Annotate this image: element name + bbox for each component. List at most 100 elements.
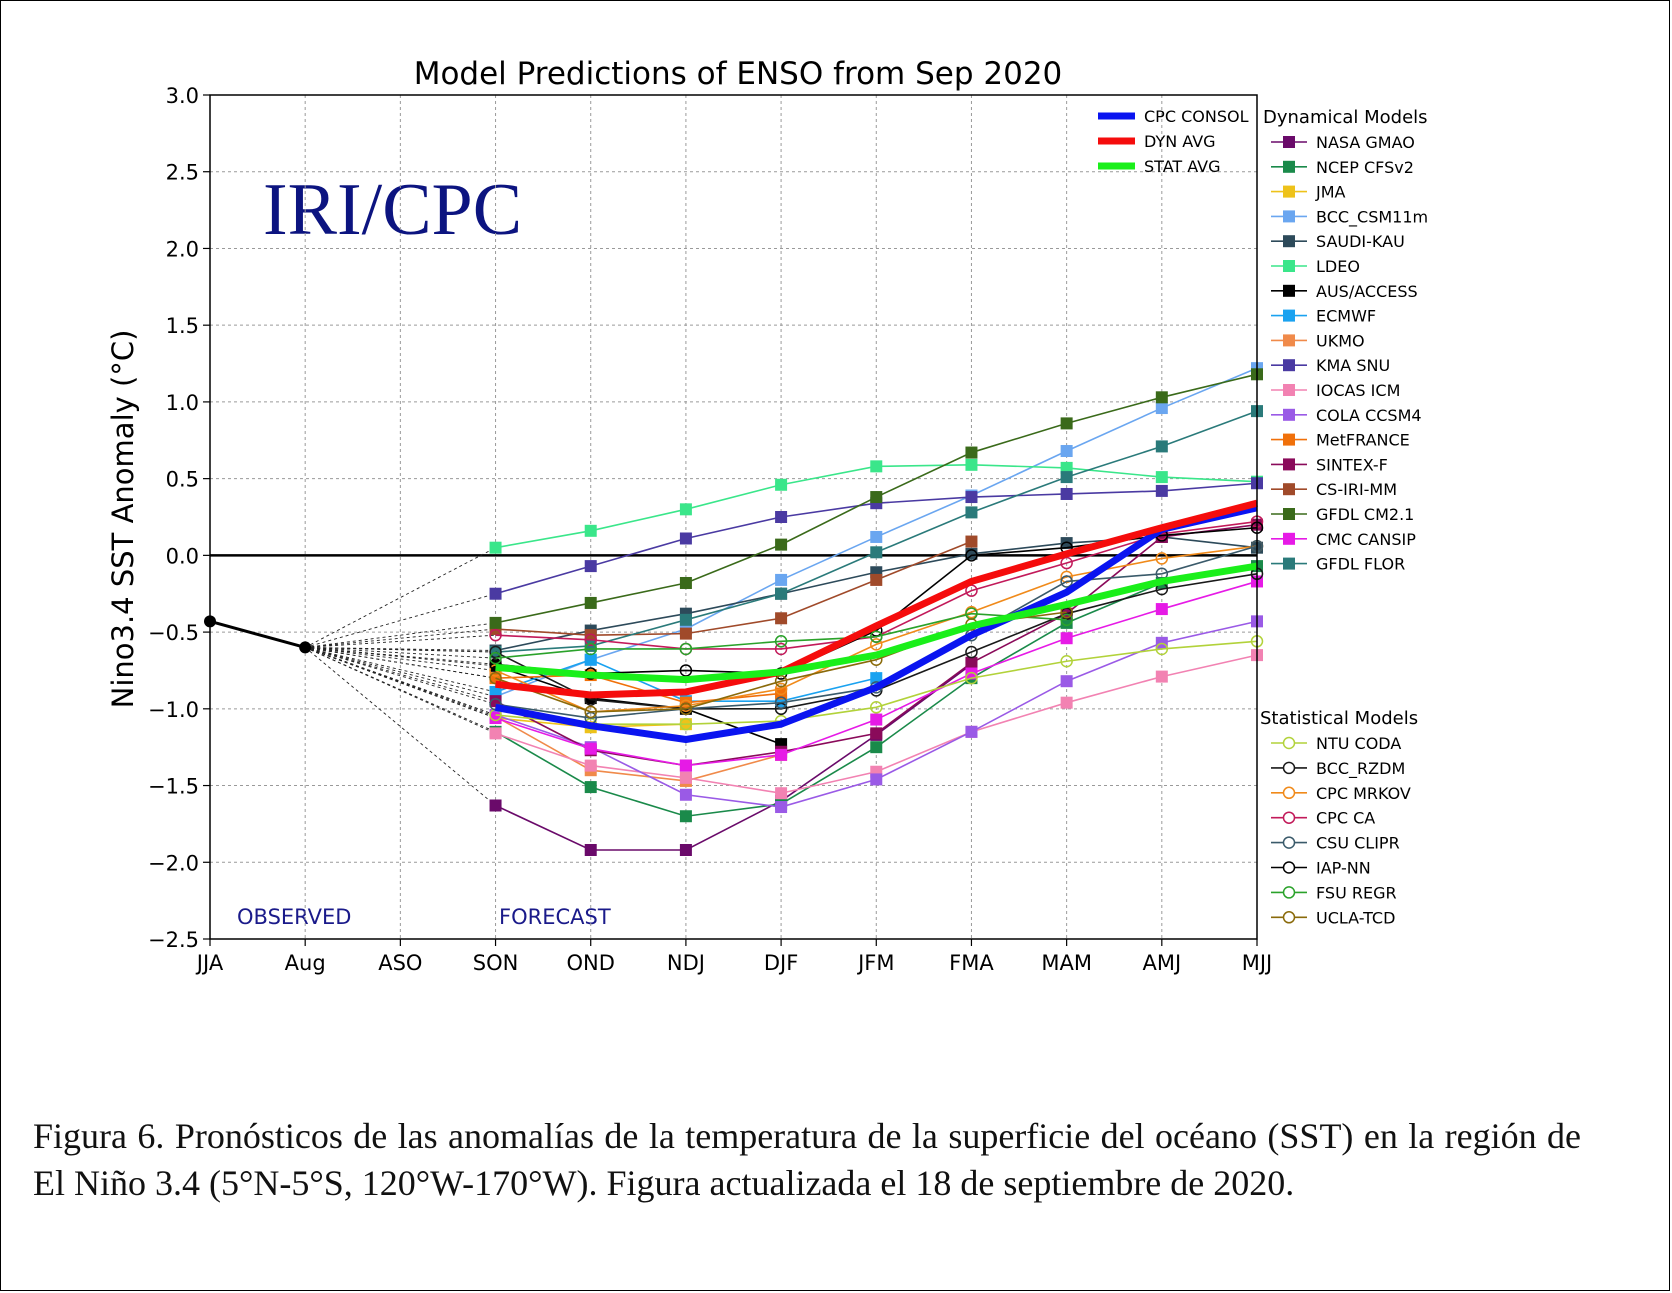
data-point — [870, 701, 883, 714]
forecast-label: FORECAST — [499, 905, 611, 929]
data-point — [489, 628, 502, 642]
legend-swatch-marker — [1283, 384, 1295, 396]
x-tick-label: AMJ — [1142, 951, 1181, 975]
x-tick-label: FMA — [949, 951, 994, 975]
data-point — [965, 656, 978, 669]
data-point — [584, 629, 597, 642]
connector-line — [304, 647, 496, 734]
avg-line-dyn-avg — [495, 499, 1258, 699]
data-point — [679, 642, 693, 656]
data-point — [584, 705, 597, 719]
legend-label: AUS/ACCESS — [1316, 282, 1418, 301]
data-point — [965, 491, 978, 504]
connector-line — [305, 593, 496, 648]
data-point — [679, 759, 692, 772]
connector-line — [305, 622, 496, 648]
legend-label: NCEP CFSv2 — [1316, 158, 1414, 177]
data-point — [1060, 487, 1073, 500]
data-point — [870, 741, 883, 754]
legend-label: BCC_CSM11m — [1316, 207, 1428, 227]
legend-label: JMA — [1315, 183, 1346, 202]
legend-label: STAT AVG — [1144, 157, 1221, 176]
x-tick-label: ASO — [378, 951, 422, 975]
legend-title: Dynamical Models — [1263, 107, 1428, 128]
data-point — [870, 672, 883, 685]
data-point — [1060, 445, 1073, 458]
legend-label: COLA CCSM4 — [1316, 406, 1422, 425]
legend-label: MetFRANCE — [1316, 431, 1410, 450]
legend-label: NTU CODA — [1316, 734, 1401, 753]
legend-averages: CPC CONSOL DYN AVG STAT AVG — [1098, 107, 1249, 176]
series-gfdl-cm2-1 — [489, 368, 1263, 629]
data-point — [1060, 575, 1073, 588]
connector-line — [304, 647, 496, 733]
legend-swatch-marker — [1283, 260, 1295, 272]
legend-label: UCLA-TCD — [1316, 908, 1395, 927]
legend-statistical-models: Statistical Models NTU CODA BCC_RZDM CPC MR… — [1260, 708, 1418, 927]
x-tick-label: DJF — [764, 951, 798, 975]
data-point — [870, 713, 883, 726]
y-tick-label: 0.5 — [166, 468, 199, 492]
data-point — [584, 759, 597, 772]
x-tick-label: JFM — [856, 951, 894, 975]
series-cola-ccsm4 — [489, 615, 1263, 814]
legend-label: IAP-NN — [1316, 859, 1371, 878]
legend-swatch-marker — [1282, 786, 1296, 800]
legend-swatch-marker — [1283, 235, 1295, 248]
legend-label: KMA SNU — [1316, 356, 1390, 375]
y-axis-label: Nino3.4 SST Anomaly (°C) — [106, 330, 140, 709]
observed-series — [204, 615, 312, 654]
x-axis-ticks: JJA Aug ASO SON OND NDJ DJF JFM FMA MAM AMJ MJJ — [195, 939, 1272, 975]
data-point — [1155, 670, 1168, 683]
connector-line — [305, 647, 496, 702]
data-point — [774, 696, 788, 709]
data-point — [870, 491, 883, 504]
legend-label: ECMWF — [1316, 307, 1376, 326]
legend-swatch-marker — [1282, 911, 1296, 924]
series-cs-iri-mm — [489, 535, 978, 642]
data-point — [774, 635, 788, 648]
legend-label: NASA GMAO — [1316, 133, 1415, 152]
chart-title: Model Predictions of ENSO from Sep 2020 — [414, 56, 1063, 92]
x-tick-label: NDJ — [667, 951, 705, 975]
data-point — [775, 573, 788, 586]
legend-label: BCC_RZDM — [1316, 759, 1405, 779]
legend-label: LDEO — [1316, 257, 1360, 276]
data-point — [679, 627, 692, 640]
legend-title: Statistical Models — [1260, 708, 1418, 729]
legend-swatch-marker — [1283, 210, 1295, 223]
connector-line — [305, 628, 496, 648]
data-point — [489, 616, 502, 629]
data-point — [1155, 402, 1168, 415]
figure-caption: Figura 6. Pronósticos de las anomalías d… — [33, 1116, 1581, 1203]
data-point — [489, 671, 502, 685]
data-point — [584, 642, 597, 656]
series-line — [495, 545, 1258, 713]
data-point — [1060, 556, 1073, 570]
data-point — [870, 460, 883, 473]
connector-line — [305, 647, 496, 719]
data-point — [489, 587, 502, 600]
avg-line-stat-avg — [495, 562, 1258, 684]
legend-swatch-marker — [1282, 736, 1296, 750]
data-point — [965, 446, 978, 459]
data-point — [965, 535, 978, 548]
data-point — [1060, 461, 1073, 474]
legend-swatch-marker — [1282, 761, 1296, 775]
data-point — [774, 674, 788, 688]
legend-label: IOCAS ICM — [1316, 381, 1400, 400]
data-point — [965, 506, 978, 519]
iri-cpc-watermark: IRI/CPC — [263, 169, 522, 251]
legend-swatch-marker — [1282, 836, 1296, 849]
data-point — [1155, 484, 1168, 497]
legend-label: CPC MRKOV — [1316, 784, 1411, 803]
y-tick-label: 3.0 — [166, 84, 199, 108]
data-point — [679, 503, 692, 516]
data-point — [584, 653, 597, 666]
connector-line — [305, 646, 496, 653]
data-point — [1060, 696, 1073, 709]
data-point — [1060, 613, 1073, 627]
legend-swatch-marker — [1283, 309, 1295, 322]
data-point — [584, 633, 597, 647]
